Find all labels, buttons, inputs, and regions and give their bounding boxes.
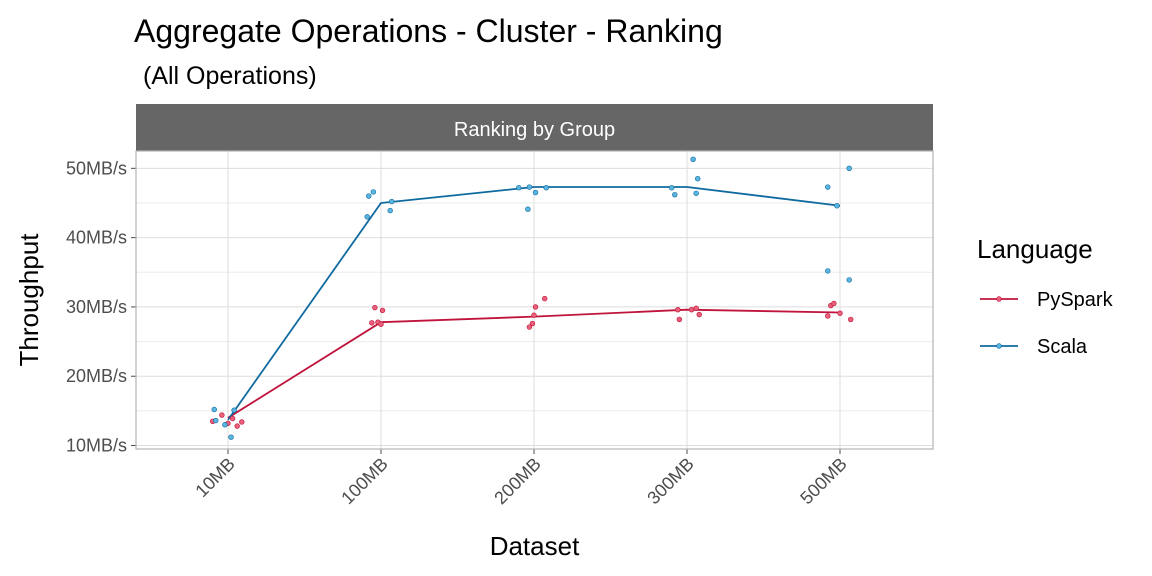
data-point-pyspark — [831, 300, 837, 307]
data-point-pyspark — [825, 313, 831, 319]
x-tick-label: 200MB — [490, 454, 544, 508]
data-point-scala — [370, 189, 377, 195]
y-tick-label: 30MB/s — [66, 297, 127, 317]
data-point-pyspark — [529, 320, 536, 327]
data-point-pyspark — [696, 311, 702, 318]
data-point-scala — [825, 184, 831, 190]
data-point-scala — [825, 268, 831, 274]
plot-panel: 10MB/s 20MB/s 30MB/s 40MB/s 50MB/s 10MB 100MB 2… — [66, 150, 934, 508]
data-point-pyspark — [688, 307, 695, 313]
legend-label-scala: Scala — [1037, 336, 1088, 358]
data-point-scala — [526, 184, 533, 190]
data-point-pyspark — [532, 304, 539, 310]
data-point-pyspark — [229, 415, 236, 422]
data-point-scala — [211, 406, 217, 413]
x-tick-label: 10MB — [191, 454, 238, 501]
data-point-scala — [846, 277, 852, 283]
data-point-scala — [515, 185, 522, 191]
data-point-pyspark — [837, 310, 843, 316]
chart-title: Aggregate Operations - Cluster - Ranking — [134, 13, 723, 49]
data-point-pyspark — [675, 307, 681, 313]
data-point-scala — [525, 206, 531, 212]
data-point-pyspark — [542, 295, 548, 302]
data-point-scala — [693, 190, 699, 196]
data-point-scala — [222, 422, 228, 428]
data-point-scala — [364, 214, 370, 220]
data-point-scala — [846, 165, 852, 172]
data-point-scala — [231, 407, 237, 413]
data-point-pyspark — [369, 320, 375, 326]
data-point-scala — [543, 185, 549, 191]
data-point-scala — [532, 189, 539, 196]
x-tick-label: 500MB — [796, 454, 850, 508]
data-point-scala — [690, 156, 696, 163]
y-tick-label: 20MB/s — [66, 366, 127, 386]
legend-key-point-pyspark — [996, 296, 1002, 302]
y-axis-title: Throughput — [14, 233, 44, 367]
x-tick-label: 100MB — [337, 454, 391, 508]
facet-strip-label: Ranking by Group — [454, 119, 615, 141]
data-point-pyspark — [676, 316, 683, 323]
series-line-scala — [227, 186, 841, 421]
data-point-pyspark — [526, 324, 533, 330]
data-point-pyspark — [848, 316, 854, 323]
data-point-scala — [834, 203, 840, 209]
data-point-scala — [672, 191, 678, 198]
data-point-scala — [387, 207, 393, 214]
legend: Language PySpark Scala — [977, 234, 1114, 358]
panel-border — [135, 150, 934, 450]
data-point-scala — [695, 176, 701, 182]
data-point-scala — [228, 434, 234, 440]
facet-strip — [136, 104, 933, 151]
data-point-scala — [668, 185, 675, 191]
legend-label-pyspark: PySpark — [1037, 289, 1114, 311]
x-axis-title: Dataset — [490, 531, 580, 561]
data-point-pyspark — [372, 304, 378, 311]
data-point-scala — [213, 417, 219, 424]
data-point-pyspark — [239, 419, 245, 425]
data-point-pyspark — [378, 321, 384, 327]
legend-title: Language — [977, 234, 1093, 264]
data-point-pyspark — [693, 305, 699, 312]
chart-subtitle: (All Operations) — [143, 62, 317, 90]
data-point-scala — [366, 193, 372, 199]
data-point-pyspark — [234, 423, 240, 429]
x-tick-label: 300MB — [643, 454, 697, 508]
y-tick-label: 40MB/s — [66, 228, 127, 248]
data-point-pyspark — [531, 312, 537, 318]
data-point-scala — [389, 198, 395, 205]
legend-key-point-scala — [996, 343, 1002, 349]
data-point-pyspark — [219, 412, 225, 418]
data-point-pyspark — [379, 307, 386, 314]
y-tick-label: 10MB/s — [66, 436, 127, 456]
y-tick-label: 50MB/s — [66, 158, 127, 178]
